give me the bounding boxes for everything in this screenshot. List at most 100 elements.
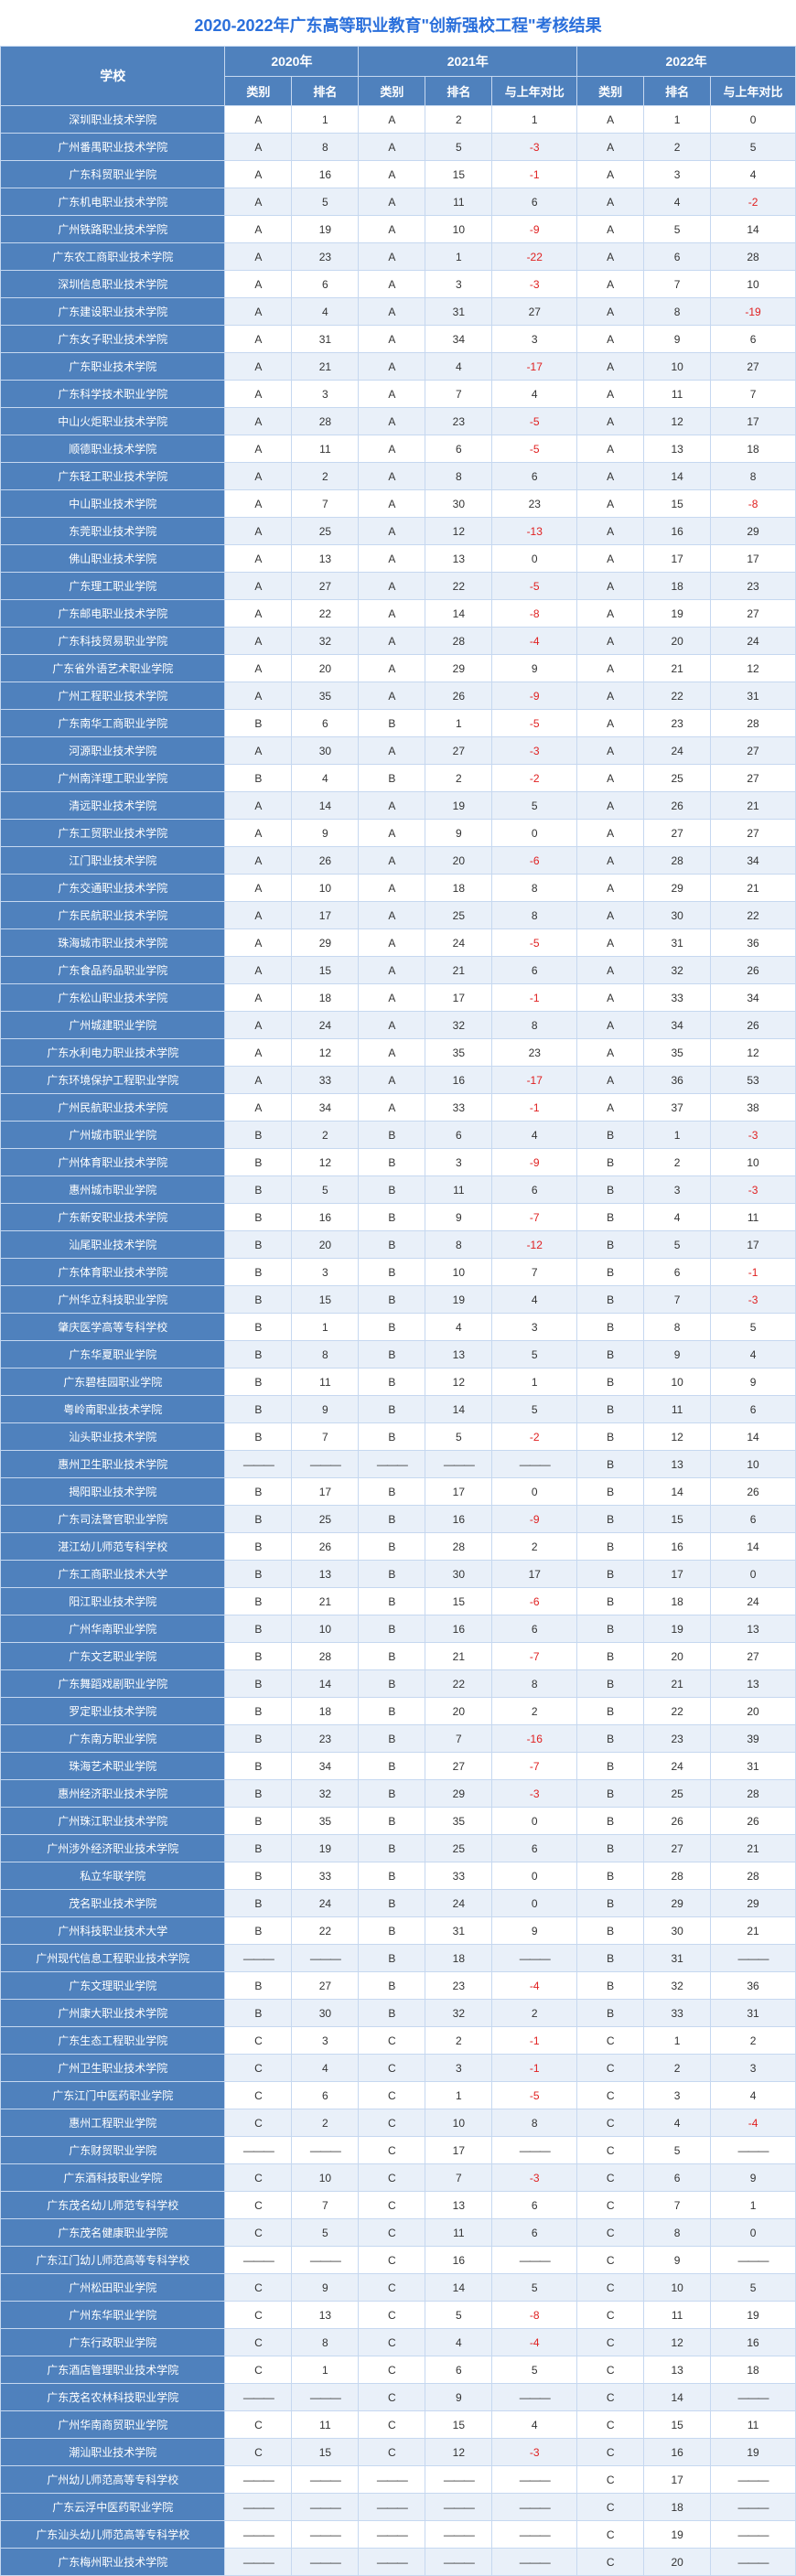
data-cell: 36 — [711, 929, 796, 957]
data-cell: 6 — [492, 2219, 577, 2247]
header-sub: 与上年对比 — [492, 77, 577, 106]
data-cell: A — [225, 243, 292, 271]
data-cell: A — [225, 628, 292, 655]
data-cell: 10 — [425, 1259, 492, 1286]
data-cell: 5 — [644, 2137, 711, 2164]
data-cell: A — [577, 573, 644, 600]
data-cell: C — [225, 2356, 292, 2384]
school-name-cell: 广东轻工职业技术学院 — [1, 463, 225, 490]
data-cell: 33 — [644, 2000, 711, 2027]
data-cell: A — [577, 902, 644, 929]
data-cell: 25 — [425, 902, 492, 929]
data-cell: B — [359, 1753, 425, 1780]
school-name-cell: 茂名职业技术学院 — [1, 1890, 225, 1917]
data-cell: 5 — [492, 792, 577, 820]
data-cell: 31 — [644, 1945, 711, 1972]
data-cell: -5 — [492, 2082, 577, 2109]
data-cell: 29 — [292, 929, 359, 957]
table-row: 广东理工职业学院A27A22-5A1823 — [1, 573, 796, 600]
data-cell: B — [359, 1917, 425, 1945]
data-cell: A — [577, 545, 644, 573]
data-cell: 13 — [425, 1341, 492, 1368]
data-cell: B — [225, 1176, 292, 1204]
data-cell: 10 — [425, 216, 492, 243]
data-cell: B — [359, 1862, 425, 1890]
data-cell: A — [225, 1012, 292, 1039]
table-row: 广东工贸职业技术学院A9A90A2727 — [1, 820, 796, 847]
data-cell: 17 — [644, 2466, 711, 2494]
school-name-cell: 广州华南职业学院 — [1, 1615, 225, 1643]
data-cell: 29 — [711, 1890, 796, 1917]
data-cell: B — [225, 1808, 292, 1835]
data-cell: ——— — [711, 2247, 796, 2274]
school-name-cell: 广州珠江职业技术学院 — [1, 1808, 225, 1835]
data-cell: -3 — [492, 737, 577, 765]
data-cell: ——— — [225, 2521, 292, 2549]
data-cell: C — [577, 2549, 644, 2576]
data-cell: ——— — [292, 2137, 359, 2164]
table-row: 阳江职业技术学院B21B15-6B1824 — [1, 1588, 796, 1615]
data-cell: 1 — [644, 1122, 711, 1149]
table-row: 广州铁路职业技术学院A19A10-9A514 — [1, 216, 796, 243]
data-cell: ——— — [711, 2384, 796, 2411]
school-name-cell: 广东生态工程职业学院 — [1, 2027, 225, 2055]
data-cell: 16 — [644, 1533, 711, 1561]
data-cell: -6 — [492, 1588, 577, 1615]
table-row: 粤岭南职业技术学院B9B145B116 — [1, 1396, 796, 1423]
table-row: 肇庆医学高等专科学校B1B43B85 — [1, 1314, 796, 1341]
data-cell: ——— — [425, 2521, 492, 2549]
data-cell: B — [225, 1862, 292, 1890]
data-cell: ——— — [225, 2247, 292, 2274]
data-cell: -4 — [492, 628, 577, 655]
data-cell: A — [359, 1012, 425, 1039]
table-row: 揭阳职业技术学院B17B170B1426 — [1, 1478, 796, 1506]
results-table: 学校 2020年 2021年 2022年 类别 排名 类别 排名 与上年对比 类… — [0, 46, 796, 2576]
data-cell: 12 — [644, 1423, 711, 1451]
data-cell: 13 — [292, 545, 359, 573]
data-cell: A — [225, 984, 292, 1012]
school-name-cell: 广东舞蹈戏剧职业学院 — [1, 1670, 225, 1698]
data-cell: A — [577, 1067, 644, 1094]
table-row: 广东茂名健康职业学院C5C116C80 — [1, 2219, 796, 2247]
data-cell: B — [577, 1917, 644, 1945]
data-cell: A — [359, 847, 425, 875]
data-cell: 17 — [644, 1561, 711, 1588]
data-cell: 17 — [425, 2137, 492, 2164]
data-cell: B — [359, 1972, 425, 2000]
school-name-cell: 惠州城市职业学院 — [1, 1176, 225, 1204]
table-row: 私立华联学院B33B330B2828 — [1, 1862, 796, 1890]
data-cell: C — [359, 2082, 425, 2109]
data-cell: 11 — [425, 1176, 492, 1204]
data-cell: ——— — [359, 2494, 425, 2521]
data-cell: A — [359, 929, 425, 957]
data-cell: 5 — [492, 1341, 577, 1368]
data-cell: 25 — [644, 1780, 711, 1808]
school-name-cell: 顺德职业技术学院 — [1, 435, 225, 463]
header-sub: 类别 — [577, 77, 644, 106]
data-cell: B — [225, 1506, 292, 1533]
data-cell: B — [577, 1643, 644, 1670]
data-cell: 9 — [492, 655, 577, 682]
school-name-cell: 广东松山职业技术学院 — [1, 984, 225, 1012]
data-cell: B — [359, 1780, 425, 1808]
data-cell: B — [225, 710, 292, 737]
data-cell: 19 — [644, 1615, 711, 1643]
data-cell: 29 — [425, 1780, 492, 1808]
data-cell: 27 — [425, 737, 492, 765]
data-cell: 23 — [292, 1725, 359, 1753]
data-cell: B — [225, 1259, 292, 1286]
data-cell: 4 — [425, 353, 492, 381]
data-cell: 6 — [492, 1176, 577, 1204]
data-cell: 28 — [644, 847, 711, 875]
data-cell: ——— — [292, 1945, 359, 1972]
data-cell: A — [359, 188, 425, 216]
data-cell: 17 — [292, 902, 359, 929]
table-row: 广东邮电职业技术学院A22A14-8A1927 — [1, 600, 796, 628]
data-cell: B — [359, 1423, 425, 1451]
data-cell: ——— — [492, 2521, 577, 2549]
data-cell: 0 — [492, 545, 577, 573]
data-cell: A — [225, 957, 292, 984]
data-cell: 31 — [292, 326, 359, 353]
data-cell: 6 — [711, 326, 796, 353]
data-cell: 11 — [292, 1368, 359, 1396]
